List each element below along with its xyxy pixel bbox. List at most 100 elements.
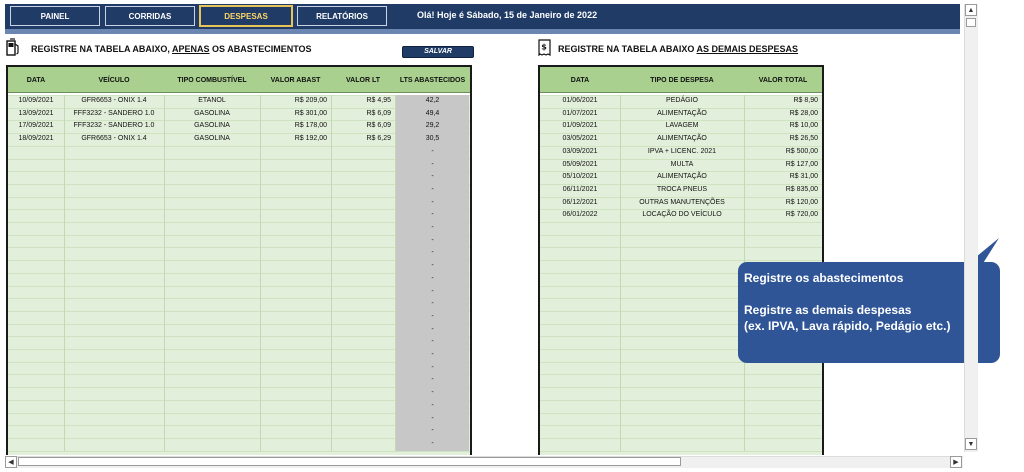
tab-despesas[interactable]: DESPESAS [199, 5, 293, 27]
lts-empty-cell: - [431, 376, 434, 384]
tab-label: RELATÓRIOS [316, 11, 368, 21]
table-cell[interactable]: R$ 26,50 [789, 135, 818, 143]
col-divider [164, 95, 165, 451]
table-cell[interactable]: MULTA [670, 160, 694, 168]
lts-empty-cell: - [431, 249, 434, 257]
table-cell[interactable]: 13/09/2021 [18, 109, 54, 117]
table-cell[interactable]: R$ 209,00 [294, 97, 327, 104]
col-divider [260, 95, 261, 451]
table-cell[interactable]: GFR6653 - ONIX 1.4 [81, 97, 147, 104]
row-divider [8, 412, 470, 414]
table-cell[interactable]: 06/12/2021 [562, 198, 598, 206]
table-cell[interactable]: 03/05/2021 [562, 135, 598, 143]
lts-empty-cell: - [431, 389, 434, 397]
row-divider [8, 298, 470, 300]
table-cell[interactable]: 18/09/2021 [18, 135, 54, 143]
vertical-scrollbar[interactable] [964, 4, 978, 452]
lts-empty-cell: - [431, 224, 434, 231]
col-divider [395, 95, 396, 451]
table-cell[interactable]: R$ 31,00 [789, 173, 818, 181]
table-cell[interactable]: 06/01/2022 [562, 211, 598, 219]
table-cell[interactable]: GASOLINA [194, 135, 230, 143]
table-cell[interactable]: FFF3232 - SANDERO 1.0 [73, 122, 155, 130]
table-cell[interactable]: OUTRAS MANUTENÇÕES [639, 198, 725, 206]
fuel-table: DATA VEÍCULO TIPO COMBUSTÍVEL VALOR ABAS… [6, 65, 472, 455]
table-cell[interactable]: 01/07/2021 [562, 109, 598, 117]
table-cell[interactable]: R$ 127,00 [785, 160, 818, 168]
horizontal-scroll-thumb[interactable] [18, 457, 681, 466]
scroll-left-icon[interactable]: ◀ [5, 456, 17, 468]
svg-text:$: $ [541, 43, 547, 52]
table-cell[interactable]: 05/09/2021 [562, 160, 598, 168]
row-divider [540, 437, 822, 439]
table-cell[interactable]: PEDÁGIO [666, 97, 698, 104]
table-cell[interactable]: IPVA + LICENC. 2021 [647, 147, 717, 155]
table-cell[interactable]: 06/11/2021 [562, 185, 598, 193]
tab-painel[interactable]: PAINEL [10, 6, 100, 26]
table-cell[interactable]: 17/09/2021 [18, 122, 54, 130]
table-cell[interactable]: GASOLINA [194, 109, 230, 117]
row-divider [540, 145, 822, 147]
table-cell[interactable]: 03/09/2021 [562, 147, 598, 155]
table-cell[interactable]: R$ 192,00 [294, 135, 327, 143]
table-cell[interactable]: 29,2 [425, 122, 440, 130]
row-divider [8, 399, 470, 401]
table-cell[interactable]: R$ 120,00 [785, 198, 818, 206]
table-cell[interactable]: 01/06/2021 [562, 97, 598, 104]
table-cell[interactable]: FFF3232 - SANDERO 1.0 [73, 109, 155, 117]
table-cell[interactable]: ETANOL [198, 97, 226, 104]
table-cell[interactable]: R$ 8,90 [793, 97, 818, 104]
lts-empty-cell: - [431, 262, 434, 270]
table-cell[interactable]: R$ 301,00 [294, 109, 327, 117]
table-cell[interactable]: LOCAÇÃO DO VEÍCULO [642, 211, 722, 219]
lts-empty-cell: - [431, 160, 434, 168]
save-button[interactable]: SALVAR [402, 46, 474, 58]
table-cell[interactable]: R$ 6,09 [366, 122, 391, 130]
col-divider [620, 95, 621, 451]
scroll-up-icon[interactable]: ▲ [965, 4, 977, 16]
table-cell[interactable]: 42,2 [425, 97, 440, 104]
table-cell[interactable]: 30,5 [425, 135, 440, 143]
col-header: VALOR LT [346, 76, 380, 84]
row-divider [540, 387, 822, 389]
table-cell[interactable]: R$ 835,00 [785, 185, 818, 193]
table-cell[interactable]: R$ 500,00 [785, 147, 818, 155]
row-divider [540, 120, 822, 122]
scroll-down-icon[interactable]: ▼ [965, 438, 977, 450]
col-divider [331, 95, 332, 451]
table-cell[interactable]: 49,4 [425, 109, 440, 117]
table-cell[interactable]: ALIMENTAÇÃO [657, 109, 707, 117]
table-cell[interactable]: R$ 178,00 [294, 122, 327, 130]
table-cell[interactable]: R$ 28,00 [789, 109, 818, 117]
table-cell[interactable]: R$ 6,29 [366, 135, 391, 143]
help-callout: Registre os abastecimentos Registre as d… [738, 262, 1000, 363]
row-divider [540, 196, 822, 198]
row-divider [8, 133, 470, 135]
table-cell[interactable]: TROCA PNEUS [656, 185, 708, 193]
table-cell[interactable]: ALIMENTAÇÃO [657, 135, 707, 143]
scroll-right-icon[interactable]: ▶ [950, 456, 962, 468]
table-cell[interactable]: LAVAGEM [665, 122, 699, 130]
table-cell[interactable]: 01/09/2021 [562, 122, 598, 130]
vertical-scroll-thumb[interactable] [966, 18, 976, 27]
col-header: VEÍCULO [98, 76, 130, 84]
lts-empty-cell: - [431, 173, 434, 181]
row-divider [8, 183, 470, 185]
lts-empty-cell: - [431, 363, 434, 371]
table-cell[interactable]: R$ 10,00 [789, 122, 818, 130]
col-divider [64, 95, 65, 451]
table-cell[interactable]: 05/10/2021 [562, 173, 598, 181]
table-cell[interactable]: GASOLINA [194, 122, 230, 130]
row-divider [540, 183, 822, 185]
table-cell[interactable]: R$ 720,00 [785, 211, 818, 219]
row-divider [8, 336, 470, 338]
tab-corridas[interactable]: CORRIDAS [105, 6, 195, 26]
table-cell[interactable]: R$ 6,09 [366, 109, 391, 117]
heading-text: REGISTRE NA TABELA ABAIXO [558, 44, 697, 54]
lts-empty-cell: - [431, 325, 434, 333]
table-cell[interactable]: 10/09/2021 [18, 97, 54, 104]
table-cell[interactable]: R$ 4,95 [366, 97, 391, 104]
table-cell[interactable]: GFR6653 - ONIX 1.4 [81, 135, 147, 143]
table-cell[interactable]: ALIMENTAÇÃO [657, 173, 707, 181]
tab-relatorios[interactable]: RELATÓRIOS [297, 6, 387, 26]
